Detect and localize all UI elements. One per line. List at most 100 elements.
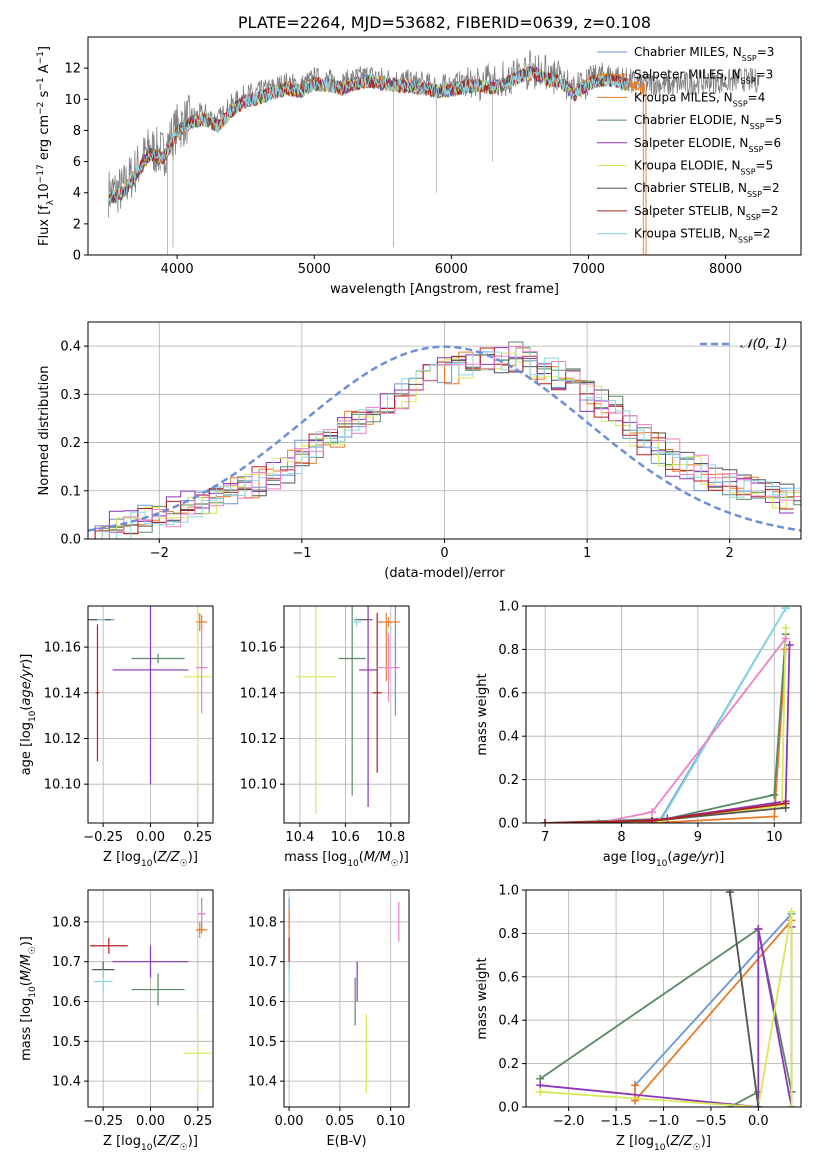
label-part: Z/Z [670, 1134, 694, 1149]
legend-value: =2 [753, 227, 771, 241]
label-part: M/M [364, 850, 391, 865]
x-tick-label: 6000 [435, 262, 468, 277]
y-axis-label: Normed distribution [37, 366, 52, 496]
histogram-chabrier-miles [88, 351, 794, 539]
legend-name: Salpeter MILES, N [634, 68, 741, 82]
label-part: 10 [656, 859, 668, 869]
x-axis-label: wavelength [Angstrom, rest frame] [330, 282, 559, 297]
y-axis-label: Flux [fλ10−17 erg cm−2 s−1 A−1] [36, 46, 56, 246]
x-tick-label: −2 [150, 546, 169, 561]
series-marker [754, 1103, 763, 1107]
series-salpeter-miles [545, 649, 787, 823]
x-tick-label: 2 [726, 546, 734, 561]
y-tick-label: 8 [73, 124, 81, 139]
series-chabrier-stelib [729, 892, 760, 1107]
label-part: ] [37, 46, 52, 51]
x-axis-label: mass [log10(M/M☉)] [284, 850, 409, 869]
y-axis-label: mass weight [475, 957, 490, 1039]
y-axis-label: mass [log10(M/M☉)] [19, 936, 38, 1061]
chart-title: PLATE=2264, MJD=53682, FIBERID=0639, z=0… [238, 13, 651, 32]
legend-entry: Kroupa STELIB, NSSP=2 [634, 227, 771, 245]
series-marker [781, 623, 790, 632]
x-tick-label: 9 [694, 830, 702, 845]
x-axis-label: Z [log10(Z/Z☉)] [103, 1134, 198, 1153]
normal-curve [88, 345, 801, 532]
label-part: −17 [36, 164, 46, 183]
label-part: A [37, 64, 52, 77]
y-tick-label: 10.16 [240, 641, 277, 656]
x-tick-label: 0.25 [183, 1114, 212, 1129]
label-part: 10 [654, 1143, 666, 1153]
legend-entry: Salpeter MILES, NSSP=3 [634, 68, 773, 86]
legend-value: =5 [756, 159, 774, 173]
model-spectrum-salpeter-stelib [108, 66, 630, 205]
legend-entry: Kroupa ELODIE, NSSP=5 [634, 159, 773, 177]
y-tick-label: 10.7 [248, 955, 277, 970]
legend-entry: Kroupa MILES, NSSP=4 [634, 90, 765, 108]
series-marker [781, 799, 790, 808]
x-axis-label: age [log10(age/yr)] [603, 850, 725, 869]
label-part: age/yr [672, 850, 715, 865]
label-part: ☉ [180, 1143, 188, 1153]
plot-area [536, 890, 796, 1107]
legend-sub: SSP [747, 190, 762, 199]
legend-sub: SSP [750, 122, 765, 131]
label-part: 10 [28, 710, 38, 722]
label-part: mass weight [475, 673, 490, 755]
legend-value: =6 [763, 136, 781, 150]
plot-area [295, 606, 400, 814]
legend-entry: Chabrier MILES, NSSP=3 [634, 45, 774, 63]
y-tick-label: 10.12 [44, 732, 81, 747]
series-marker [594, 819, 603, 823]
label-part: Normed distribution [37, 366, 52, 496]
y-tick-label: 2 [73, 217, 81, 232]
x-tick-label: 0.00 [136, 830, 165, 845]
series-marker [631, 1081, 640, 1090]
y-tick-label: 0.4 [60, 340, 81, 355]
label-part: ( [667, 850, 672, 865]
y-tick-label: 10.14 [44, 686, 81, 701]
axes-frame [87, 36, 802, 256]
y-tick-label: 0.0 [498, 817, 519, 832]
series-kroupa-elodie [540, 911, 793, 1107]
y-tick-label: 10.5 [52, 1035, 81, 1050]
x-tick-label: 0.25 [183, 830, 212, 845]
x-tick-label: 0.05 [325, 1114, 354, 1129]
x-tick-label: 7000 [572, 262, 605, 277]
legend-name: Salpeter STELIB, N [634, 204, 746, 218]
series-marker [770, 790, 779, 799]
label-part: age [log [19, 722, 34, 775]
label-part: −2 [36, 102, 46, 115]
legend-name: Salpeter ELODIE, N [634, 136, 748, 150]
series-marker [754, 925, 763, 934]
y-tick-label: 10 [64, 93, 81, 108]
x-tick-label: 0.00 [136, 1114, 165, 1129]
x-tick-label: 5000 [298, 262, 331, 277]
label-part: ( [19, 706, 34, 711]
y-tick-label: 10.14 [240, 686, 277, 701]
label-part: 10 [141, 1143, 153, 1153]
axes-7: 0.00 0.05 0.10 10.4 10.5 10.6 10.7 10.8 E(B-V) [248, 889, 410, 1149]
x-tick-label: 10 [766, 830, 783, 845]
label-part: ( [19, 981, 34, 986]
y-tick-label: 0.0 [60, 533, 81, 548]
x-tick-label: −1.5 [600, 1114, 632, 1129]
y-tick-label: 10.6 [248, 995, 277, 1010]
x-tick-label: 0 [440, 546, 448, 561]
legend-sub: SSP [748, 144, 763, 153]
x-axis-label: E(B-V) [326, 1134, 366, 1149]
label-part: 10 [37, 183, 52, 200]
x-tick-label: 10.6 [331, 830, 360, 845]
legend-normal-label: 𝒩(0, 1) [740, 337, 787, 352]
series-marker [787, 1103, 796, 1107]
y-tick-label: 1.0 [498, 884, 519, 899]
axes-frame [87, 321, 802, 540]
legend-sub: SSP [741, 167, 756, 176]
model-spectrum-kroupa-stelib [108, 67, 630, 205]
y-tick-label: 10.8 [248, 915, 277, 930]
legend-value: =3 [756, 68, 774, 82]
label-part: ( [152, 850, 157, 865]
label-part: M/M [19, 954, 34, 981]
